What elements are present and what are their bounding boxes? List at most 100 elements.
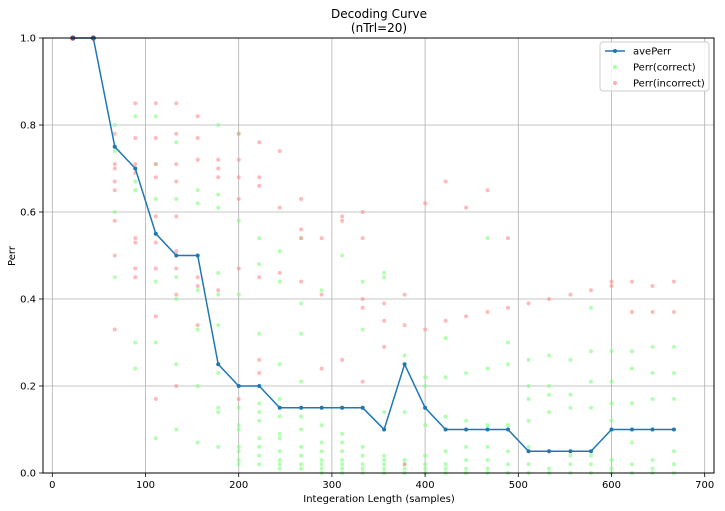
correct-point — [609, 466, 614, 471]
correct-point — [216, 444, 221, 449]
incorrect-point — [153, 175, 158, 180]
correct-point — [195, 188, 200, 193]
correct-point — [195, 288, 200, 293]
chart-subtitle: (nTrl=20) — [351, 21, 407, 35]
correct-point — [506, 449, 511, 454]
correct-point — [402, 466, 407, 471]
incorrect-point — [629, 279, 634, 284]
incorrect-point — [464, 205, 469, 210]
correct-point — [153, 436, 158, 441]
y-tick-label: 1.0 — [20, 34, 36, 45]
incorrect-point — [671, 279, 676, 284]
incorrect-point — [650, 283, 655, 288]
incorrect-point — [216, 166, 221, 171]
aveperr-point — [588, 449, 593, 454]
correct-point — [299, 444, 304, 449]
correct-point — [257, 410, 262, 415]
correct-point — [382, 462, 387, 467]
correct-point — [319, 423, 324, 428]
incorrect-point — [650, 310, 655, 315]
x-tick-label: 100 — [136, 480, 155, 491]
incorrect-point — [236, 397, 241, 402]
incorrect-point — [257, 175, 262, 180]
correct-point — [340, 449, 345, 454]
aveperr-point — [216, 362, 221, 367]
correct-point — [112, 123, 117, 127]
correct-point — [174, 140, 179, 145]
correct-point — [485, 366, 490, 371]
correct-point — [360, 279, 365, 284]
correct-point — [277, 449, 282, 454]
correct-point — [277, 436, 282, 441]
correct-points — [112, 114, 676, 475]
incorrect-point — [568, 292, 573, 297]
aveperr-point — [526, 449, 531, 454]
correct-point — [526, 418, 531, 423]
incorrect-point — [133, 101, 138, 106]
incorrect-point — [257, 370, 262, 375]
correct-point — [236, 449, 241, 454]
correct-point — [650, 370, 655, 375]
incorrect-point — [133, 266, 138, 271]
incorrect-point — [153, 162, 158, 167]
incorrect-point — [506, 305, 511, 310]
correct-point — [340, 431, 345, 436]
y-tick-label: 0.2 — [20, 382, 36, 393]
correct-point — [257, 401, 262, 406]
correct-point — [650, 466, 655, 471]
correct-point — [402, 353, 407, 358]
correct-point — [277, 466, 282, 471]
y-axis-label: Perr — [7, 245, 18, 266]
incorrect-point — [671, 310, 676, 315]
x-tick-label: 500 — [509, 480, 528, 491]
incorrect-point — [195, 136, 200, 141]
correct-point — [257, 262, 262, 267]
correct-point — [423, 375, 428, 380]
correct-point — [464, 444, 469, 449]
incorrect-point — [485, 188, 490, 193]
incorrect-point — [423, 327, 428, 332]
incorrect-point — [443, 318, 448, 323]
correct-point — [277, 414, 282, 419]
incorrect-point — [216, 175, 221, 180]
correct-point — [609, 379, 614, 384]
incorrect-point — [526, 301, 531, 306]
incorrect-point — [443, 179, 448, 184]
correct-point — [319, 457, 324, 462]
correct-point — [650, 397, 655, 402]
legend-label-incorrect: Perr(incorrect) — [633, 79, 705, 90]
aveperr-point — [506, 427, 511, 432]
incorrect-point — [216, 288, 221, 293]
incorrect-point — [382, 344, 387, 349]
incorrect-point — [236, 196, 241, 201]
correct-point — [506, 340, 511, 345]
incorrect-point — [464, 314, 469, 319]
incorrect-point — [402, 462, 407, 467]
correct-point — [299, 301, 304, 306]
correct-point — [485, 457, 490, 462]
correct-point — [568, 453, 573, 458]
incorrect-point — [360, 305, 365, 310]
correct-point — [299, 379, 304, 384]
correct-point — [382, 457, 387, 462]
correct-point — [340, 457, 345, 462]
aveperr-point — [443, 427, 448, 432]
correct-point — [299, 453, 304, 458]
correct-point — [588, 349, 593, 354]
incorrect-point — [174, 384, 179, 388]
correct-point — [174, 427, 179, 432]
correct-point — [340, 253, 345, 258]
incorrect-point — [319, 366, 324, 371]
correct-point — [526, 384, 531, 388]
correct-point — [340, 466, 345, 471]
incorrect-point — [629, 310, 634, 315]
incorrect-point — [277, 149, 282, 154]
aveperr-point — [568, 449, 573, 454]
aveperr-point — [423, 405, 428, 410]
incorrect-point — [340, 218, 345, 223]
incorrect-point — [319, 236, 324, 241]
incorrect-point — [319, 292, 324, 297]
correct-point — [506, 423, 511, 428]
correct-point — [112, 210, 117, 214]
incorrect-point — [277, 205, 282, 210]
